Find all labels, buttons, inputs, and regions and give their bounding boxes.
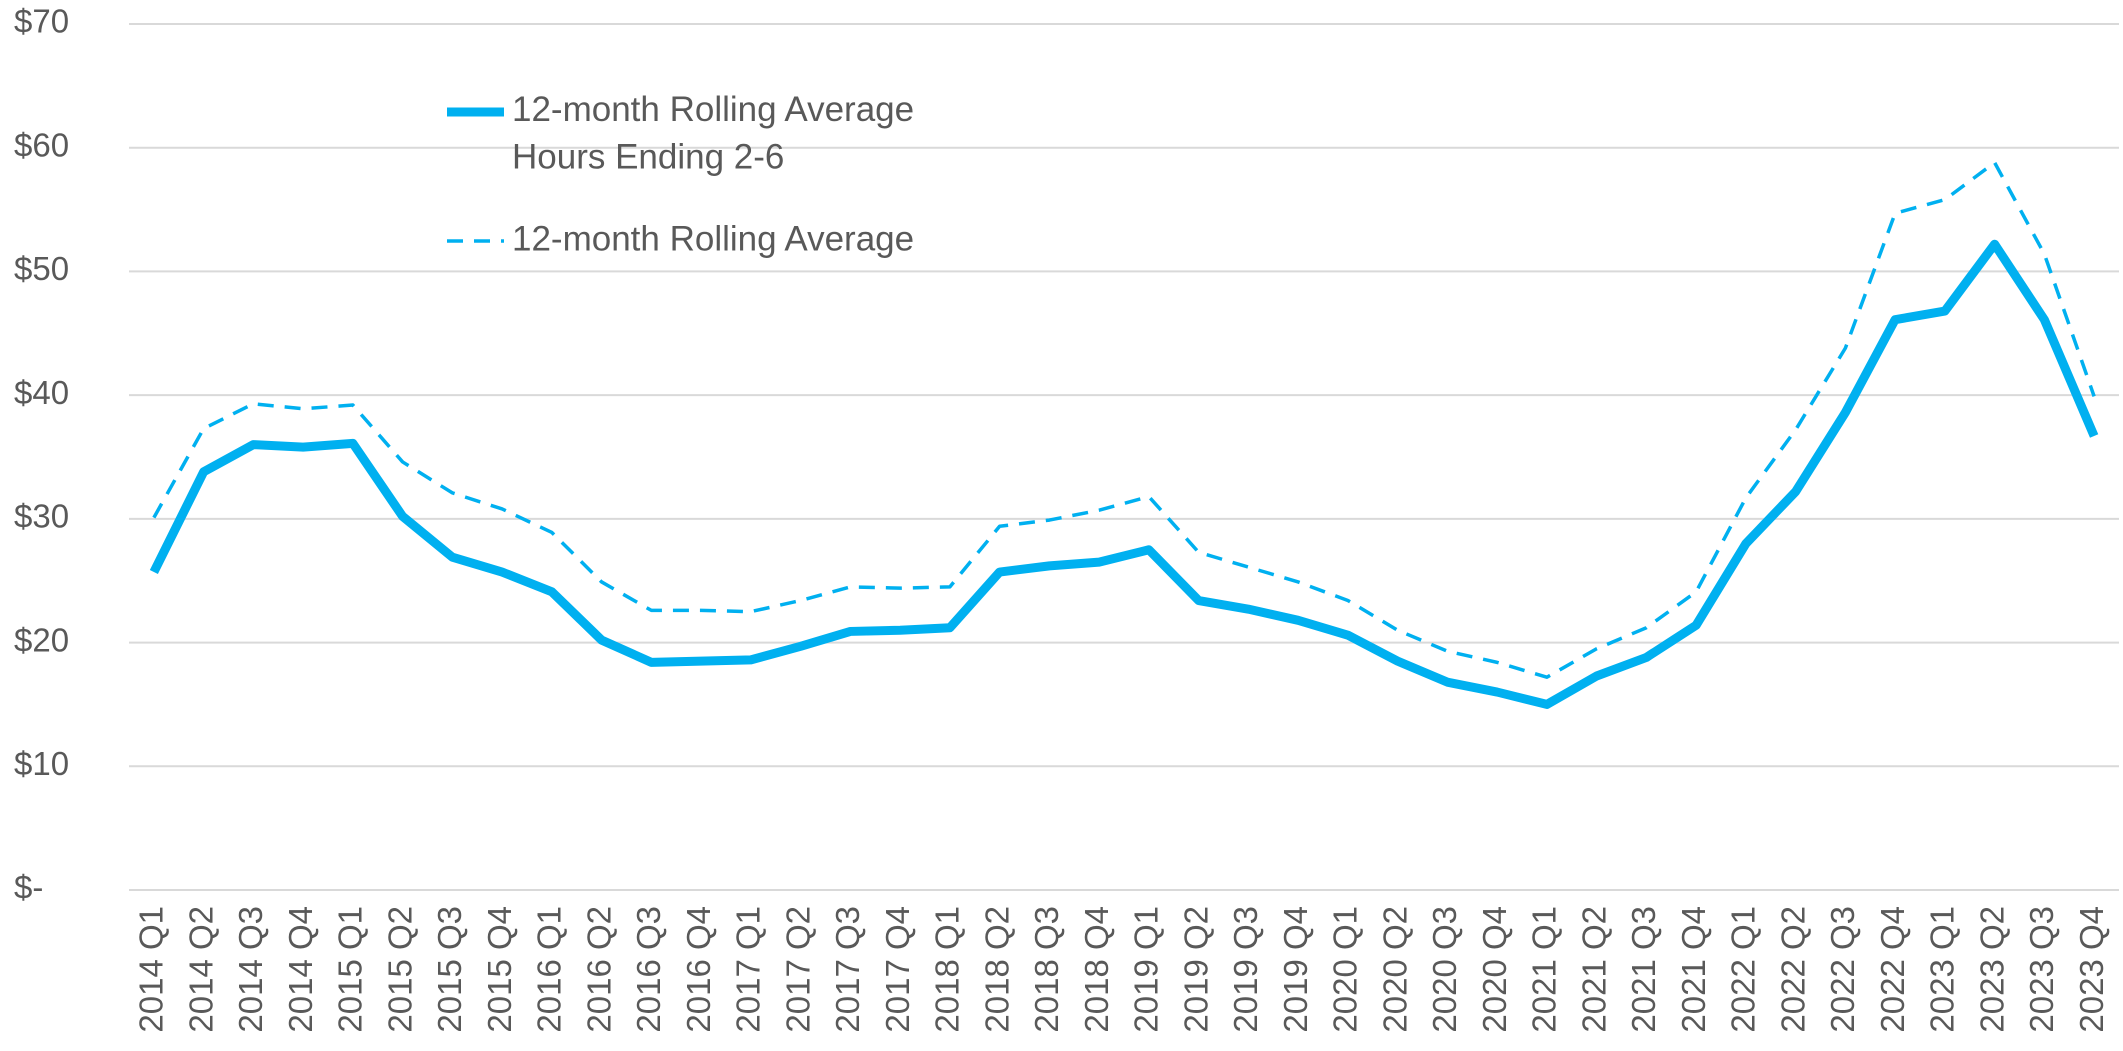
x-tick-label: 2022 Q4 — [1874, 906, 1911, 1033]
x-tick-label: 2017 Q1 — [730, 906, 767, 1033]
x-tick-label: 2021 Q4 — [1675, 906, 1712, 1033]
y-tick-label: $60 — [14, 126, 69, 163]
x-tick-label: 2021 Q1 — [1526, 906, 1563, 1033]
x-tick-label: 2019 Q3 — [1227, 906, 1264, 1033]
x-tick-label: 2014 Q4 — [282, 906, 319, 1033]
x-tick-label: 2014 Q2 — [182, 906, 219, 1033]
x-tick-label: 2014 Q3 — [232, 906, 269, 1033]
legend-label: 12-month Rolling Average Hours Ending 2-6 — [512, 90, 914, 176]
x-tick-label: 2019 Q4 — [1277, 906, 1314, 1033]
x-tick-label: 2019 Q2 — [1177, 906, 1214, 1033]
x-tick-label: 2018 Q1 — [929, 906, 966, 1033]
line-series — [152, 160, 2096, 679]
y-tick-label: $70 — [14, 3, 69, 40]
x-tick-label: 2022 Q3 — [1824, 906, 1861, 1033]
y-tick-label: $10 — [14, 745, 69, 782]
x-tick-label: 2021 Q3 — [1625, 906, 1662, 1033]
x-tick-label: 2020 Q2 — [1376, 906, 1413, 1033]
y-tick-label: $50 — [14, 250, 69, 287]
x-tick-label: 2016 Q1 — [531, 906, 568, 1033]
x-tick-label: 2020 Q3 — [1426, 906, 1463, 1033]
legend-label: 12-month Rolling Average — [512, 219, 914, 258]
line-series — [149, 239, 2099, 709]
x-tick-label: 2017 Q3 — [829, 906, 866, 1033]
y-tick-label: $- — [14, 869, 43, 906]
x-tick-label: 2016 Q2 — [580, 906, 617, 1033]
x-tick-label: 2015 Q3 — [431, 906, 468, 1033]
x-tick-label: 2023 Q2 — [1973, 906, 2010, 1033]
y-tick-label: $30 — [14, 498, 69, 535]
x-tick-label: 2022 Q1 — [1725, 906, 1762, 1033]
x-tick-label: 2017 Q4 — [879, 906, 916, 1033]
x-tick-label: 2015 Q4 — [481, 906, 518, 1033]
x-tick-label: 2014 Q1 — [133, 906, 170, 1033]
x-tick-label: 2023 Q3 — [2023, 906, 2060, 1033]
x-tick-label: 2020 Q1 — [1327, 906, 1364, 1033]
x-tick-label: 2015 Q2 — [381, 906, 418, 1033]
x-tick-label: 2018 Q2 — [978, 906, 1015, 1033]
x-tick-label: 2023 Q4 — [2073, 906, 2110, 1033]
x-tick-label: 2018 Q4 — [1078, 906, 1115, 1033]
x-tick-label: 2020 Q4 — [1476, 906, 1513, 1033]
x-tick-label: 2018 Q3 — [1028, 906, 1065, 1033]
x-tick-label: 2017 Q2 — [779, 906, 816, 1033]
x-tick-label: 2022 Q2 — [1774, 906, 1811, 1033]
x-tick-label: 2015 Q1 — [332, 906, 369, 1033]
x-tick-label: 2016 Q3 — [630, 906, 667, 1033]
y-tick-label: $20 — [14, 621, 69, 658]
x-tick-label: 2019 Q1 — [1128, 906, 1165, 1033]
x-tick-label: 2023 Q1 — [1924, 906, 1961, 1033]
x-tick-label: 2016 Q4 — [680, 906, 717, 1033]
y-tick-label: $40 — [14, 374, 69, 411]
x-tick-label: 2021 Q2 — [1575, 906, 1612, 1033]
